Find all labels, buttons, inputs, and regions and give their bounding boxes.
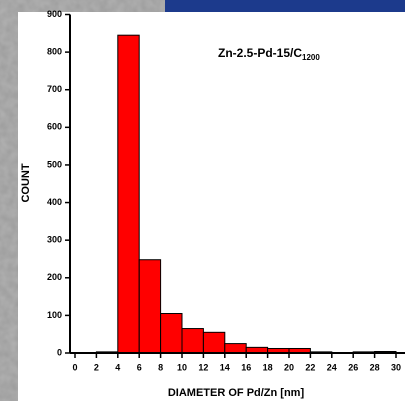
x-tick-label: 24: [327, 362, 337, 372]
x-tick-label: 8: [158, 362, 163, 372]
x-tick-label: 22: [305, 362, 315, 372]
x-tick-label: 28: [370, 362, 380, 372]
bar: [138, 259, 162, 354]
bar: [117, 34, 140, 354]
y-tick-label: 200: [47, 272, 62, 282]
x-tick-label: 6: [137, 362, 142, 372]
x-tick-label: 12: [198, 362, 208, 372]
title-subscript: 1200: [302, 53, 320, 62]
title-main: Zn-2.5-Pd-15/C: [218, 46, 302, 60]
y-tick-label: 600: [47, 122, 62, 132]
y-axis-label: COUNT: [20, 163, 32, 202]
chart-title: Zn-2.5-Pd-15/C1200: [218, 46, 320, 62]
y-tick-label: 400: [47, 197, 62, 207]
bar: [181, 328, 204, 354]
x-tick-label: 2: [94, 362, 99, 372]
y-tick-label: 500: [47, 159, 62, 169]
y-tick-label: 0: [57, 347, 62, 357]
x-tick-label: 20: [284, 362, 294, 372]
blue-banner: [165, 0, 405, 12]
bar: [224, 343, 247, 354]
x-tick-label: 30: [391, 362, 401, 372]
bar: [202, 331, 226, 354]
y-tick-label: 700: [47, 84, 62, 94]
bar: [160, 313, 183, 354]
y-tick-label: 100: [47, 310, 62, 320]
y-tick-label: 900: [47, 9, 62, 19]
x-axis-label: DIAMETER OF Pd/Zn [nm]: [168, 387, 305, 399]
x-tick-label: 4: [115, 362, 120, 372]
y-tick-label: 800: [47, 46, 62, 56]
x-tick-label: 16: [241, 362, 251, 372]
x-tick-label: 14: [220, 362, 230, 372]
x-tick-label: 18: [263, 362, 273, 372]
x-tick-label: 10: [177, 362, 187, 372]
x-tick-label: 26: [348, 362, 358, 372]
x-tick-label: 0: [72, 362, 77, 372]
y-tick-label: 300: [47, 235, 62, 245]
